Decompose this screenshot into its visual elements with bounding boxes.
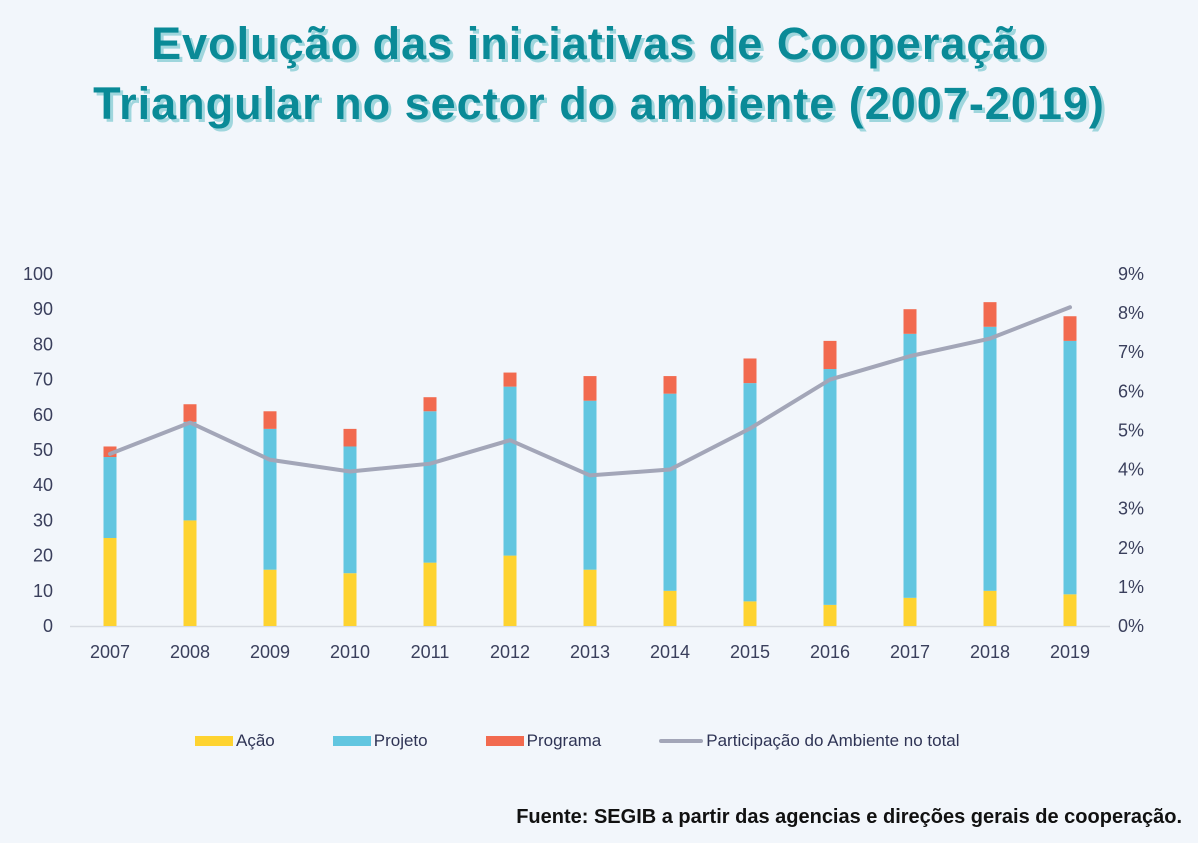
bar-acao: [503, 555, 517, 626]
legend-item-acao: Ação: [195, 731, 275, 751]
y-right-tick-label: 7%: [1118, 342, 1144, 362]
legend-item-participacao: Participação do Ambiente no total: [659, 731, 960, 751]
bar-projeto: [903, 333, 917, 598]
legend-line-participacao: [659, 739, 704, 743]
bar-acao: [823, 604, 837, 626]
bar-programa: [583, 376, 597, 401]
y-right-tick-label: 3%: [1118, 499, 1144, 519]
legend-swatch-acao: [195, 736, 233, 746]
y-right-tick-label: 9%: [1118, 264, 1144, 284]
legend-label-acao: Ação: [236, 731, 275, 750]
x-tick-label: 2009: [250, 642, 290, 662]
bar-projeto: [263, 428, 277, 570]
y-right-tick-label: 4%: [1118, 460, 1144, 480]
y-left-tick-label: 70: [33, 370, 53, 390]
bar-projeto: [583, 400, 597, 570]
x-tick-label: 2015: [730, 642, 770, 662]
bar-acao: [183, 520, 197, 626]
y-right-tick-label: 0%: [1118, 616, 1144, 636]
y-left-tick-label: 60: [33, 405, 53, 425]
y-left-tick-label: 50: [33, 440, 53, 460]
bar-programa: [743, 358, 757, 384]
legend-item-programa: Programa: [485, 731, 602, 751]
y-right-tick-label: 6%: [1118, 381, 1144, 401]
y-left-tick-label: 40: [33, 475, 53, 495]
bar-projeto: [1063, 340, 1077, 595]
y-left-tick-label: 30: [33, 510, 53, 530]
x-tick-label: 2010: [330, 642, 370, 662]
bar-programa: [1063, 316, 1077, 341]
bar-acao: [903, 597, 917, 626]
x-tick-label: 2012: [490, 642, 530, 662]
y-right-tick-label: 2%: [1118, 538, 1144, 558]
bar-programa: [343, 428, 357, 447]
bar-acao: [983, 590, 997, 626]
bar-projeto: [183, 421, 197, 521]
x-tick-label: 2017: [890, 642, 930, 662]
title-line-1: Evolução das iniciativas de Cooperação: [151, 18, 1047, 69]
chart-title: Evolução das iniciativas de Cooperação T…: [0, 14, 1198, 134]
legend-label-programa: Programa: [526, 731, 602, 750]
bar-programa: [103, 446, 117, 458]
bar-programa: [823, 340, 837, 370]
x-tick-label: 2013: [570, 642, 610, 662]
legend: Ação Projeto Programa Participação do Am…: [195, 731, 1018, 751]
bar-acao: [1063, 594, 1077, 626]
y-left-tick-label: 20: [33, 546, 53, 566]
bar-projeto: [343, 446, 357, 574]
bar-programa: [983, 302, 997, 327]
legend-label-participacao: Participação do Ambiente no total: [706, 731, 960, 750]
x-tick-label: 2019: [1050, 642, 1090, 662]
x-tick-label: 2011: [411, 642, 450, 662]
legend-swatch-programa: [485, 736, 524, 746]
y-left-tick-label: 10: [33, 581, 53, 601]
bar-programa: [423, 397, 437, 412]
bar-projeto: [663, 393, 677, 591]
y-left-tick-label: 100: [23, 264, 53, 284]
bar-acao: [743, 601, 757, 626]
x-tick-label: 2016: [810, 642, 850, 662]
bar-programa: [503, 372, 517, 387]
legend-item-projeto: Projeto: [332, 731, 428, 751]
title-line-2: Triangular no sector do ambiente (2007-2…: [93, 78, 1105, 129]
legend-label-projeto: Projeto: [373, 731, 428, 750]
bar-programa: [663, 376, 677, 394]
y-left-tick-label: 0: [43, 616, 53, 636]
bar-projeto: [103, 457, 117, 538]
bar-projeto: [743, 383, 757, 602]
x-tick-label: 2018: [970, 642, 1010, 662]
y-left-tick-label: 80: [33, 334, 53, 354]
bar-programa: [263, 411, 277, 429]
bar-projeto: [983, 326, 997, 591]
y-right-tick-label: 5%: [1118, 420, 1144, 440]
bar-programa: [183, 404, 197, 422]
bar-projeto: [823, 369, 837, 605]
bar-projeto: [503, 386, 517, 556]
bar-acao: [583, 569, 597, 626]
y-right-tick-label: 1%: [1118, 577, 1144, 597]
legend-swatch-projeto: [332, 736, 371, 746]
x-tick-label: 2014: [650, 642, 690, 662]
bar-acao: [103, 538, 117, 626]
bar-projeto: [423, 411, 437, 563]
bar-acao: [423, 562, 437, 626]
x-tick-label: 2007: [90, 642, 130, 662]
y-right-tick-label: 8%: [1118, 303, 1144, 323]
bar-acao: [343, 573, 357, 626]
bar-acao: [263, 569, 277, 626]
y-left-tick-label: 90: [33, 299, 53, 319]
bar-acao: [663, 590, 677, 626]
x-tick-label: 2008: [170, 642, 210, 662]
bar-programa: [903, 309, 917, 334]
source-note: Fuente: SEGIB a partir das agencias e di…: [516, 806, 1182, 828]
